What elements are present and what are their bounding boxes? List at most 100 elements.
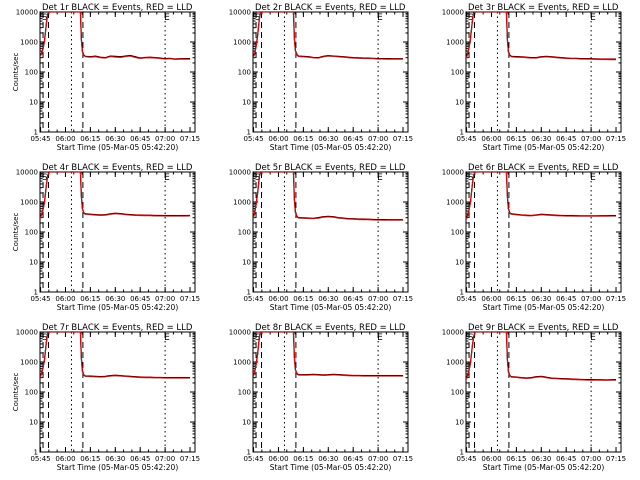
- y-tick-label: 100: [451, 389, 464, 397]
- marker-label: S: [42, 173, 48, 183]
- x-tick-label: 07:00: [368, 455, 388, 463]
- x-tick-label: 06:45: [556, 455, 576, 463]
- y-tick-label: 1000: [20, 39, 38, 47]
- x-tick-label: 06:00: [55, 295, 75, 303]
- x-axis-label: Start Time (05-Mar-05 05:42:20): [57, 303, 179, 312]
- x-axis-label: Start Time (05-Mar-05 05:42:20): [270, 463, 392, 472]
- x-tick-label: 07:00: [581, 455, 601, 463]
- x-axis-label: Start Time (05-Mar-05 05:42:20): [483, 143, 605, 152]
- y-tick-label: 1: [247, 289, 251, 297]
- y-tick-label: 10: [455, 259, 464, 267]
- panel-2: Det 2r BLACK = Events, RED = LLD 1 10 100 10…: [229, 3, 413, 152]
- x-tick-label: 06:45: [343, 455, 363, 463]
- y-tick-label: 100: [25, 389, 38, 397]
- y-tick-label: 1000: [233, 199, 251, 207]
- panel-4: Det 4r BLACK = Events, RED = LLD 1 10 100 10…: [12, 163, 200, 312]
- y-tick-label: 10000: [229, 329, 251, 337]
- y-axis-label: Counts/sec: [12, 213, 20, 252]
- y-tick-label: 1: [247, 449, 251, 457]
- marker-label: S: [468, 333, 474, 343]
- y-tick-label: 10: [29, 419, 38, 427]
- y-tick-label: 1: [460, 449, 464, 457]
- series-lld-line: [466, 12, 616, 61]
- y-axis-label: Counts/sec: [12, 373, 20, 412]
- y-tick-label: 10: [242, 99, 251, 107]
- marker-label: S: [42, 13, 48, 23]
- x-tick-label: 05:45: [243, 135, 263, 143]
- panel-title: Det 9r BLACK = Events, RED = LLD: [468, 323, 619, 333]
- y-tick-label: 1000: [233, 39, 251, 47]
- x-tick-label: 06:15: [80, 455, 100, 463]
- y-tick-label: 100: [238, 229, 251, 237]
- y-tick-label: 100: [238, 389, 251, 397]
- x-tick-label: 06:15: [80, 295, 100, 303]
- panel-title: Det 4r BLACK = Events, RED = LLD: [42, 163, 193, 173]
- x-tick-label: 07:15: [180, 295, 200, 303]
- marker-label: E: [377, 333, 383, 343]
- marker-label: S: [255, 173, 261, 183]
- y-tick-label: 1000: [446, 39, 464, 47]
- y-tick-label: 1: [460, 129, 464, 137]
- y-tick-label: 1000: [233, 359, 251, 367]
- x-tick-label: 05:45: [30, 455, 50, 463]
- y-tick-label: 1: [34, 449, 38, 457]
- x-tick-label: 07:00: [155, 295, 175, 303]
- y-tick-label: 1: [34, 289, 38, 297]
- x-tick-label: 06:45: [343, 295, 363, 303]
- series-lld-line: [253, 12, 403, 60]
- x-tick-label: 06:30: [318, 135, 338, 143]
- series-lld-line: [40, 172, 191, 219]
- x-tick-label: 07:00: [368, 135, 388, 143]
- y-tick-label: 10000: [442, 169, 464, 177]
- y-tick-label: 1: [34, 129, 38, 137]
- series-lld-line: [466, 172, 616, 220]
- marker-label: S: [468, 13, 474, 23]
- x-axis-label: Start Time (05-Mar-05 05:42:20): [57, 463, 179, 472]
- x-tick-label: 05:45: [456, 455, 476, 463]
- panel-title: Det 3r BLACK = Events, RED = LLD: [468, 3, 619, 13]
- panel-title: Det 6r BLACK = Events, RED = LLD: [468, 163, 619, 173]
- x-tick-label: 06:45: [556, 295, 576, 303]
- y-tick-label: 10000: [229, 169, 251, 177]
- y-tick-label: 100: [451, 229, 464, 237]
- series-lld-line: [466, 332, 617, 381]
- x-tick-label: 06:15: [293, 455, 313, 463]
- panel-1: Det 1r BLACK = Events, RED = LLD 1 10 100 10…: [12, 3, 200, 152]
- y-tick-label: 10000: [16, 9, 38, 17]
- x-tick-label: 06:15: [506, 295, 526, 303]
- panel-title: Det 7r BLACK = Events, RED = LLD: [42, 323, 193, 333]
- x-tick-label: 07:15: [606, 295, 626, 303]
- y-tick-label: 1000: [446, 359, 464, 367]
- panel-6: Det 6r BLACK = Events, RED = LLD 1 10 100 10…: [442, 163, 626, 312]
- x-tick-label: 06:00: [55, 135, 75, 143]
- y-tick-label: 10000: [442, 329, 464, 337]
- series-lld-line: [253, 172, 403, 221]
- x-axis-label: Start Time (05-Mar-05 05:42:20): [57, 143, 179, 152]
- x-tick-label: 06:30: [105, 135, 125, 143]
- marker-label: E: [164, 13, 170, 23]
- x-axis-label: Start Time (05-Mar-05 05:42:20): [483, 463, 605, 472]
- x-tick-label: 07:15: [393, 135, 413, 143]
- series-lld-line: [40, 12, 191, 61]
- x-tick-label: 06:45: [130, 455, 150, 463]
- x-tick-label: 06:15: [293, 135, 313, 143]
- marker-label: E: [164, 333, 170, 343]
- panel-title: Det 5r BLACK = Events, RED = LLD: [255, 163, 406, 173]
- x-tick-label: 05:45: [30, 135, 50, 143]
- y-tick-label: 10000: [16, 329, 38, 337]
- panel-5: Det 5r BLACK = Events, RED = LLD 1 10 100 10…: [229, 163, 413, 312]
- panel-title: Det 8r BLACK = Events, RED = LLD: [255, 323, 406, 333]
- x-tick-label: 06:00: [481, 455, 501, 463]
- x-tick-label: 06:30: [318, 295, 338, 303]
- x-axis-label: Start Time (05-Mar-05 05:42:20): [270, 143, 392, 152]
- x-tick-label: 06:45: [130, 295, 150, 303]
- x-tick-label: 07:00: [155, 135, 175, 143]
- y-tick-label: 10000: [229, 9, 251, 17]
- x-tick-label: 06:30: [105, 295, 125, 303]
- marker-label: E: [377, 173, 383, 183]
- x-tick-label: 06:30: [105, 455, 125, 463]
- x-tick-label: 06:45: [556, 135, 576, 143]
- marker-label: E: [590, 333, 596, 343]
- x-tick-label: 07:00: [155, 455, 175, 463]
- marker-label: S: [468, 173, 474, 183]
